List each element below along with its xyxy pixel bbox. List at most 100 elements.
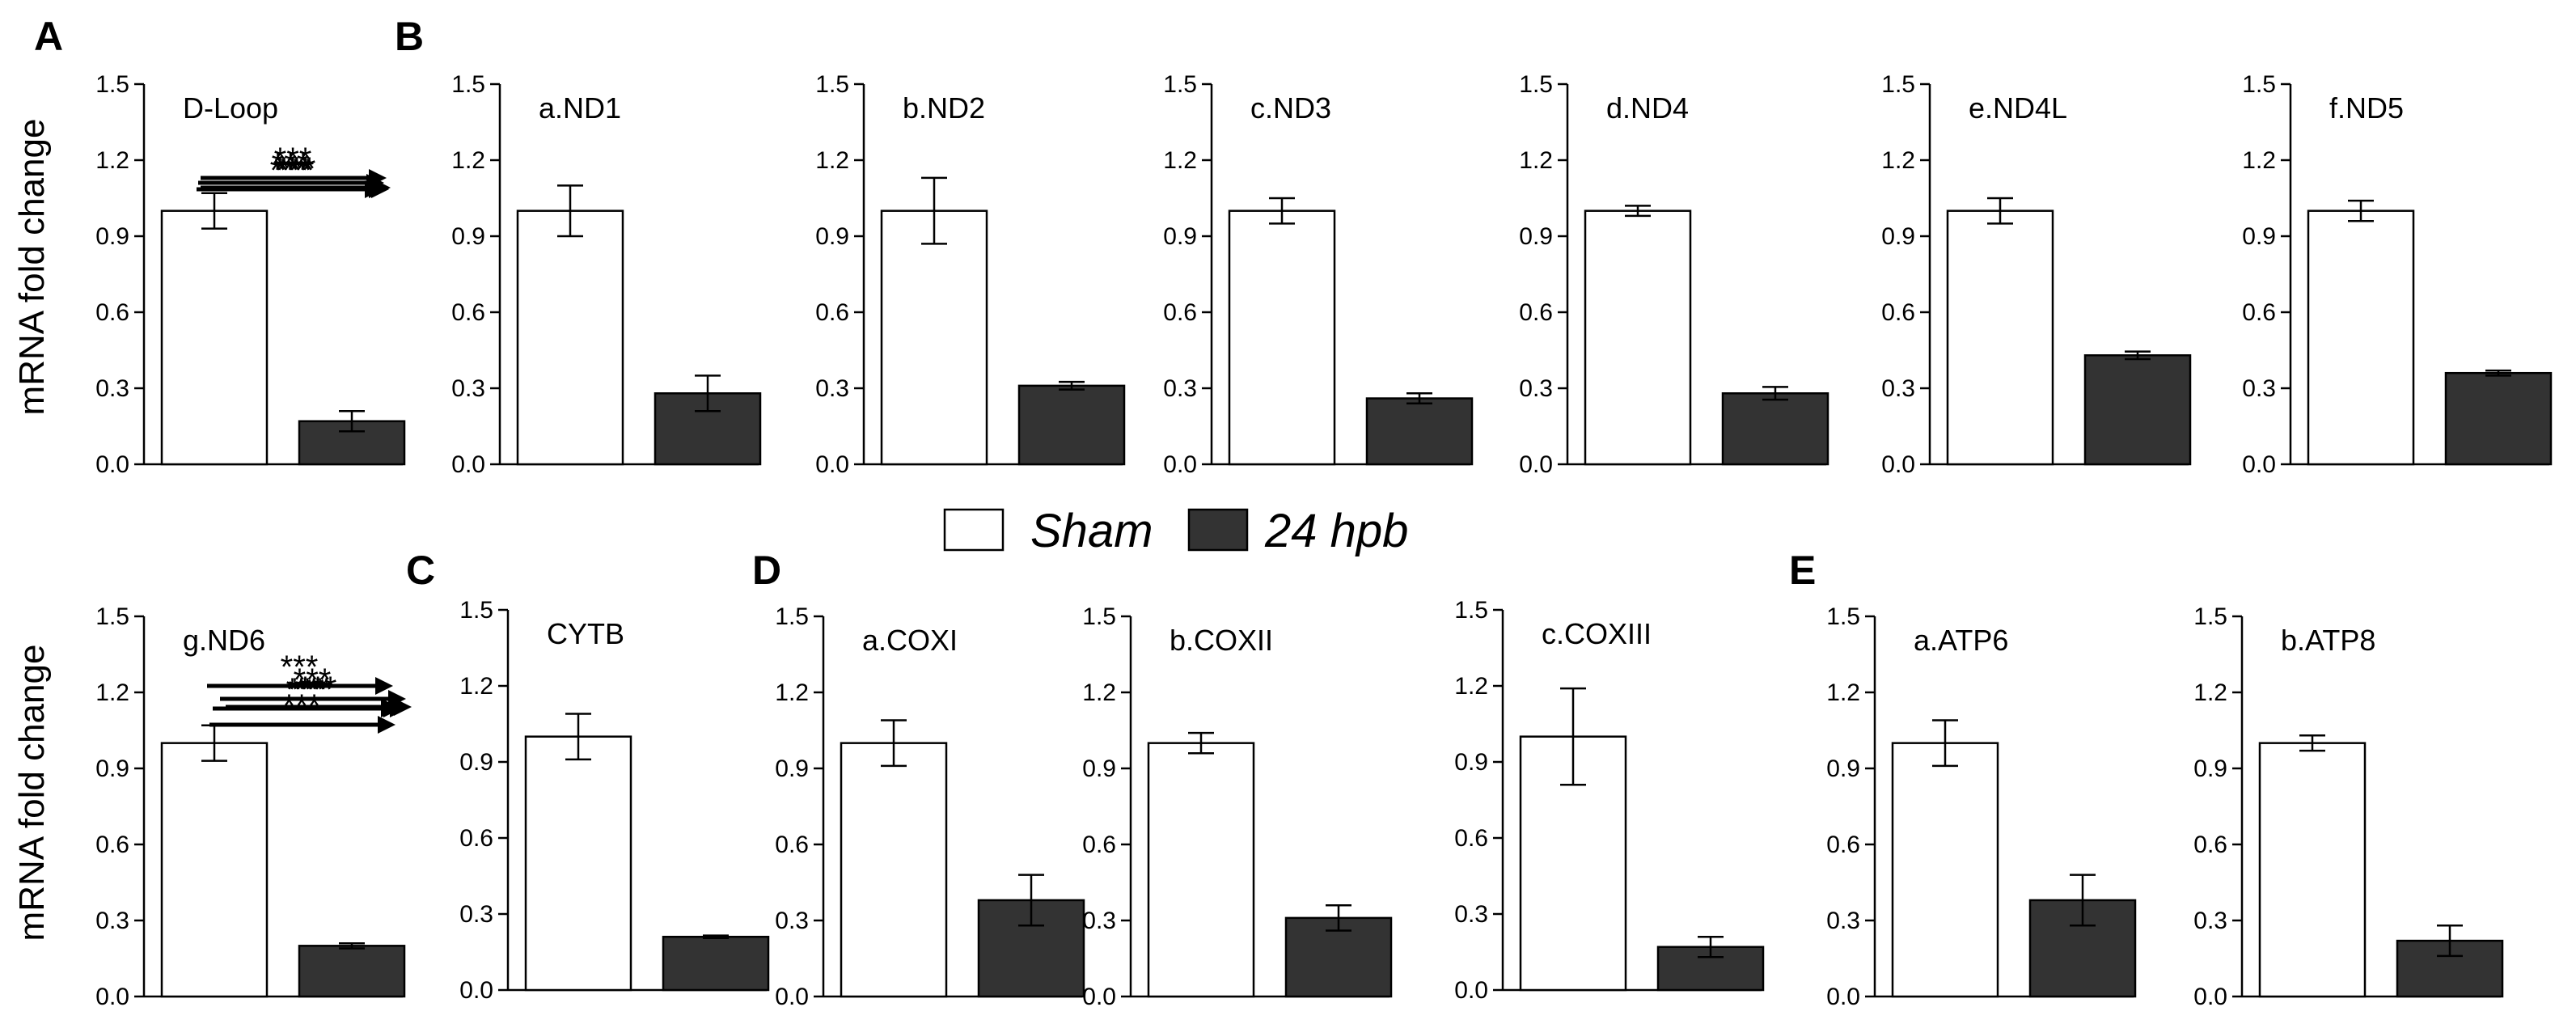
y-tick-label: 0.9 [815, 223, 849, 250]
y-tick-label: 0.9 [1519, 223, 1553, 250]
y-tick-label: 0.3 [1881, 375, 1915, 402]
panel-letter-c: C [406, 548, 435, 593]
y-tick-label: 0.9 [775, 755, 809, 782]
significance-stars: *** [295, 672, 333, 708]
y-tick-label: 0.6 [459, 825, 493, 852]
bar-24hpb [2083, 354, 2192, 466]
y-tick-label: 0.9 [95, 755, 129, 782]
y-tick-label: 0.6 [1082, 831, 1116, 858]
y-tick-label: 1.5 [815, 71, 849, 98]
panel-title: a.ND1 [539, 91, 621, 125]
y-tick-label: 1.2 [1519, 147, 1553, 174]
bar-sham [524, 735, 632, 992]
y-tick-label: 0.3 [1454, 901, 1488, 928]
y-tick-label: 0.3 [775, 908, 809, 934]
y-tick-label: 1.2 [1881, 147, 1915, 174]
y-tick-label: 1.2 [2193, 679, 2227, 706]
panel-letter-e: E [1789, 548, 1816, 593]
y-tick-label: 0.3 [95, 908, 129, 934]
y-tick-label: 1.2 [459, 673, 493, 700]
panel-title: c.ND3 [1250, 91, 1331, 125]
y-tick-label: 0.0 [815, 451, 849, 478]
y-tick-label: 1.5 [2242, 71, 2276, 98]
y-tick-label: 0.3 [451, 375, 485, 402]
y-tick-label: 0.6 [815, 299, 849, 326]
significance-arrowhead [378, 716, 395, 734]
y-tick-label: 0.3 [1163, 375, 1197, 402]
y-tick-label: 1.2 [2242, 147, 2276, 174]
y-tick-label: 0.0 [2193, 984, 2227, 1010]
panel-title: CYTB [547, 617, 624, 650]
y-tick-label: 1.5 [1881, 71, 1915, 98]
panel-title: a.COXI [862, 624, 958, 657]
y-tick-label: 0.3 [2193, 908, 2227, 934]
y-tick-label: 0.0 [1454, 977, 1488, 1004]
bar-24hpb [1365, 397, 1474, 466]
significance-stars: *** [283, 688, 321, 724]
y-tick-label: 0.9 [2242, 223, 2276, 250]
panel-title: c.COXIII [1542, 617, 1652, 650]
y-tick-label: 0.3 [1082, 908, 1116, 934]
y-tick-label: 0.0 [95, 984, 129, 1010]
panel-2: 0.0 0.3 0.6 0.9 1.2 1.5 b.ND2 *** [201, 71, 1126, 478]
y-tick-label: 1.2 [815, 147, 849, 174]
legend-swatch-sham [943, 508, 1005, 552]
y-tick-label: 1.5 [451, 71, 485, 98]
significance-stars: *** [274, 151, 312, 187]
bar-sham [1147, 742, 1255, 998]
y-tick-label: 0.9 [1163, 223, 1197, 250]
panel-title: e.ND4L [1969, 91, 2067, 125]
y-tick-label: 0.6 [1519, 299, 1553, 326]
y-tick-label: 1.5 [95, 71, 129, 98]
panel-8: 0.0 0.3 0.6 0.9 1.2 1.5 CYTB *** [220, 597, 770, 1004]
y-tick-label: 0.6 [1826, 831, 1860, 858]
legend-label-sham: Sham [1030, 505, 1153, 557]
panel-title: g.ND6 [183, 624, 265, 657]
bar-24hpb [662, 935, 770, 992]
y-tick-label: 0.6 [2242, 299, 2276, 326]
panel-13: 0.0 0.3 0.6 0.9 1.2 1.5 b.ATP8 *** [209, 603, 2504, 1010]
y-tick-label: 1.5 [2193, 603, 2227, 630]
panel-6: 0.0 0.3 0.6 0.9 1.2 1.5 f.ND5 *** [197, 71, 2553, 478]
bar-24hpb [1017, 384, 1126, 466]
significance-arrowhead [365, 180, 383, 198]
legend-label-24hpb: 24 hpb [1264, 505, 1408, 557]
significance-stars: *** [289, 672, 327, 708]
y-tick-label: 0.0 [1826, 984, 1860, 1010]
y-tick-label: 0.9 [1826, 755, 1860, 782]
bar-sham [880, 209, 988, 466]
ylabel-bottom: mRNA fold change [12, 645, 52, 941]
y-tick-label: 0.0 [95, 451, 129, 478]
y-tick-label: 0.9 [1454, 749, 1488, 776]
panel-title: D-Loop [183, 91, 278, 125]
panel-title: d.ND4 [1606, 91, 1689, 125]
panel-3: 0.0 0.3 0.6 0.9 1.2 1.5 c.ND3 *** [205, 71, 1474, 478]
y-tick-label: 1.5 [1082, 603, 1116, 630]
y-tick-label: 0.0 [775, 984, 809, 1010]
y-tick-label: 0.6 [2193, 831, 2227, 858]
y-tick-label: 1.2 [1826, 679, 1860, 706]
panels: 0.0 0.3 0.6 0.9 1.2 1.5 D-Loop *** 0.0 0.3 0.6 0.9 1… [95, 71, 2553, 1010]
panel-0: 0.0 0.3 0.6 0.9 1.2 1.5 D-Loop *** [95, 71, 406, 478]
panel-title: f.ND5 [2329, 91, 2404, 125]
legend: Sham 24 hpb [943, 505, 1408, 557]
panel-title: b.ND2 [903, 91, 985, 125]
bar-sham [1891, 742, 1999, 998]
panel-title: a.ATP6 [1914, 624, 2008, 657]
panel-7: 0.0 0.3 0.6 0.9 1.2 1.5 g.ND6 *** [95, 603, 412, 1010]
bar-sham [516, 209, 624, 466]
panel-12: 0.0 0.3 0.6 0.9 1.2 1.5 a.ATP6 *** [213, 603, 2137, 1010]
y-tick-label: 0.0 [1519, 451, 1553, 478]
y-tick-label: 0.9 [1881, 223, 1915, 250]
y-tick-label: 1.2 [451, 147, 485, 174]
y-tick-label: 0.6 [1881, 299, 1915, 326]
panel-title: b.ATP8 [2281, 624, 2375, 657]
y-tick-label: 0.6 [1163, 299, 1197, 326]
significance-stars: *** [286, 672, 324, 708]
panel-1: 0.0 0.3 0.6 0.9 1.2 1.5 a.ND1 *** [198, 71, 762, 478]
panel-title: b.COXII [1170, 624, 1273, 657]
panel-10: 0.0 0.3 0.6 0.9 1.2 1.5 b.COXII *** [222, 603, 1393, 1010]
y-tick-label: 1.2 [775, 679, 809, 706]
significance-stars: *** [274, 142, 312, 177]
